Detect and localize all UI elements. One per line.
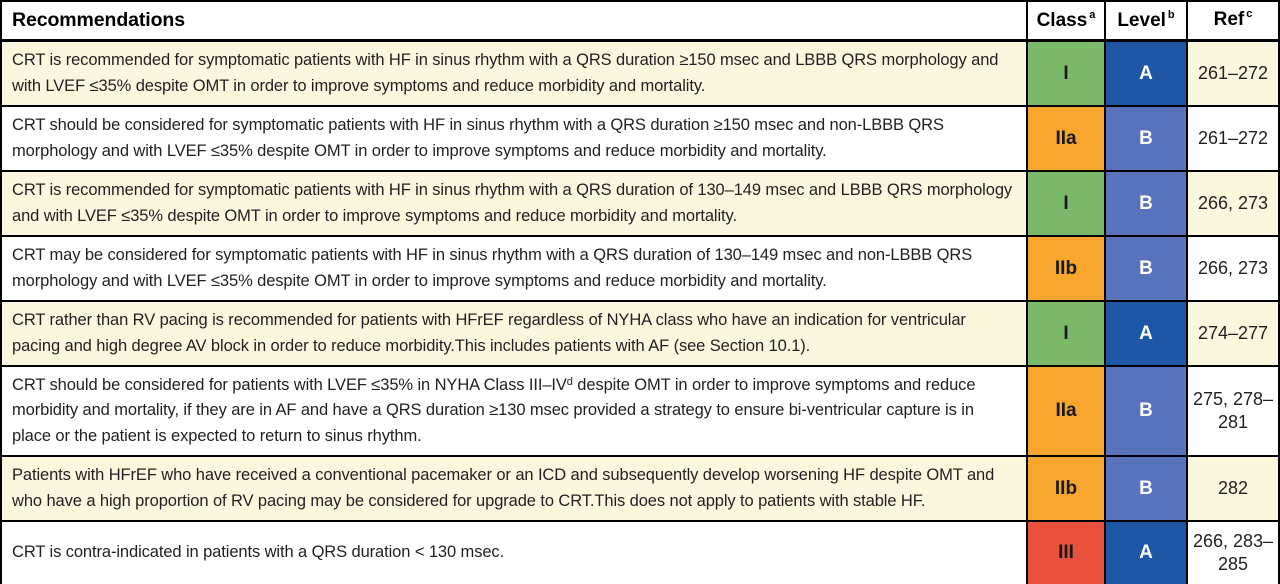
class-of-recommendation-cell: IIb xyxy=(1026,457,1104,520)
recommendation-text-cell: Patients with HFrEF who have received a … xyxy=(2,457,1026,520)
level-of-evidence-cell: B xyxy=(1104,457,1186,520)
recommendation-footnote-marker: d xyxy=(566,376,573,389)
level-of-evidence-cell: A xyxy=(1104,42,1186,105)
class-of-recommendation-cell: I xyxy=(1026,42,1104,105)
class-value: I xyxy=(1063,192,1069,214)
column-header-ref: Ref c xyxy=(1186,2,1278,39)
recommendation-text-cell: CRT is recommended for symptomatic patie… xyxy=(2,172,1026,235)
ref-header-label: Ref xyxy=(1213,9,1245,31)
level-of-evidence-cell: A xyxy=(1104,302,1186,365)
level-of-evidence-cell: A xyxy=(1104,522,1186,584)
reference-value: 266, 273 xyxy=(1197,257,1269,278)
table-row: CRT should be considered for patients wi… xyxy=(2,367,1278,457)
class-value: IIb xyxy=(1054,257,1078,279)
reference-cell: 261–272 xyxy=(1186,107,1278,170)
level-header-footnote-marker: b xyxy=(1167,8,1175,21)
level-of-evidence-cell: B xyxy=(1104,237,1186,300)
recommendation-text: CRT may be considered for symptomatic pa… xyxy=(12,243,1014,293)
recommendation-text-cell: CRT should be considered for patients wi… xyxy=(2,367,1026,455)
reference-value: 261–272 xyxy=(1197,62,1269,83)
level-value: B xyxy=(1139,127,1153,149)
level-value: B xyxy=(1139,192,1153,214)
recommendations-header-label: Recommendations xyxy=(12,8,185,31)
class-header-label: Class xyxy=(1036,9,1088,31)
reference-cell: 266, 273 xyxy=(1186,172,1278,235)
reference-cell: 261–272 xyxy=(1186,42,1278,105)
table-row: Patients with HFrEF who have received a … xyxy=(2,457,1278,522)
ref-header-footnote-marker: c xyxy=(1246,8,1253,21)
column-header-class: Class a xyxy=(1026,2,1104,39)
recommendation-text-main: Patients with HFrEF who have received a … xyxy=(12,466,995,510)
recommendation-text-main: CRT may be considered for symptomatic pa… xyxy=(12,246,973,290)
class-value: I xyxy=(1063,322,1069,344)
reference-cell: 275, 278–281 xyxy=(1186,367,1278,455)
level-value: A xyxy=(1139,542,1153,563)
level-of-evidence-cell: B xyxy=(1104,367,1186,455)
recommendation-text: CRT is recommended for symptomatic patie… xyxy=(12,48,1014,98)
table-row: CRT is recommended for symptomatic patie… xyxy=(2,172,1278,237)
reference-cell: 274–277 xyxy=(1186,302,1278,365)
class-of-recommendation-cell: I xyxy=(1026,302,1104,365)
recommendation-text: CRT is recommended for symptomatic patie… xyxy=(12,178,1014,228)
level-of-evidence-cell: B xyxy=(1104,172,1186,235)
recommendation-text-main: CRT should be considered for patients wi… xyxy=(12,376,567,395)
reference-value: 282 xyxy=(1217,477,1249,498)
class-of-recommendation-cell: III xyxy=(1026,522,1104,584)
recommendation-text-main: CRT is recommended for symptomatic patie… xyxy=(12,51,999,95)
recommendation-text: CRT is contra-indicated in patients with… xyxy=(12,540,504,565)
table-row: CRT rather than RV pacing is recommended… xyxy=(2,302,1278,367)
recommendation-text: CRT rather than RV pacing is recommended… xyxy=(12,308,1014,358)
reference-cell: 266, 273 xyxy=(1186,237,1278,300)
recommendation-text-cell: CRT is contra-indicated in patients with… xyxy=(2,522,1026,584)
class-value: III xyxy=(1058,542,1074,563)
reference-value: 261–272 xyxy=(1197,127,1269,148)
class-header-footnote-marker: a xyxy=(1089,8,1096,21)
class-value: IIa xyxy=(1055,127,1077,149)
column-header-recommendations: Recommendations xyxy=(2,2,1026,39)
table-row: CRT is contra-indicated in patients with… xyxy=(2,522,1278,584)
recommendation-text-cell: CRT is recommended for symptomatic patie… xyxy=(2,42,1026,105)
column-header-level: Level b xyxy=(1104,2,1186,39)
table-header-row: Recommendations Class a Level b Ref c xyxy=(2,2,1278,42)
class-of-recommendation-cell: IIa xyxy=(1026,367,1104,455)
class-value: I xyxy=(1063,62,1069,84)
recommendation-text-continued: despite OMT in order to improve symptoms… xyxy=(12,376,976,445)
recommendation-text: Patients with HFrEF who have received a … xyxy=(12,463,1014,513)
level-value: B xyxy=(1139,400,1153,421)
reference-value: 274–277 xyxy=(1197,322,1269,343)
recommendation-text-cell: CRT rather than RV pacing is recommended… xyxy=(2,302,1026,365)
level-of-evidence-cell: B xyxy=(1104,107,1186,170)
level-value: A xyxy=(1139,62,1153,84)
class-of-recommendation-cell: IIa xyxy=(1026,107,1104,170)
recommendation-text: CRT should be considered for patients wi… xyxy=(12,373,1014,448)
class-value: IIb xyxy=(1054,477,1078,499)
table-body: CRT is recommended for symptomatic patie… xyxy=(2,42,1278,584)
recommendation-text-main: CRT is recommended for symptomatic patie… xyxy=(12,181,1013,225)
level-value: B xyxy=(1139,257,1153,279)
class-of-recommendation-cell: IIb xyxy=(1026,237,1104,300)
recommendation-text-cell: CRT may be considered for symptomatic pa… xyxy=(2,237,1026,300)
table-row: CRT may be considered for symptomatic pa… xyxy=(2,237,1278,302)
reference-cell: 282 xyxy=(1186,457,1278,520)
reference-value: 266, 283–285 xyxy=(1192,530,1274,574)
recommendation-text: CRT should be considered for symptomatic… xyxy=(12,113,1014,163)
reference-value: 275, 278–281 xyxy=(1192,388,1274,432)
reference-cell: 266, 283–285 xyxy=(1186,522,1278,584)
recommendation-text-main: CRT rather than RV pacing is recommended… xyxy=(12,311,966,355)
class-value: IIa xyxy=(1055,400,1077,421)
level-value: A xyxy=(1139,322,1153,344)
table-row: CRT should be considered for symptomatic… xyxy=(2,107,1278,172)
recommendation-text-main: CRT is contra-indicated in patients with… xyxy=(12,543,505,562)
recommendation-text-cell: CRT should be considered for symptomatic… xyxy=(2,107,1026,170)
table-row: CRT is recommended for symptomatic patie… xyxy=(2,42,1278,107)
level-header-label: Level xyxy=(1117,9,1166,31)
recommendation-text-main: CRT should be considered for symptomatic… xyxy=(12,116,944,160)
reference-value: 266, 273 xyxy=(1197,192,1269,213)
level-value: B xyxy=(1139,477,1153,499)
class-of-recommendation-cell: I xyxy=(1026,172,1104,235)
